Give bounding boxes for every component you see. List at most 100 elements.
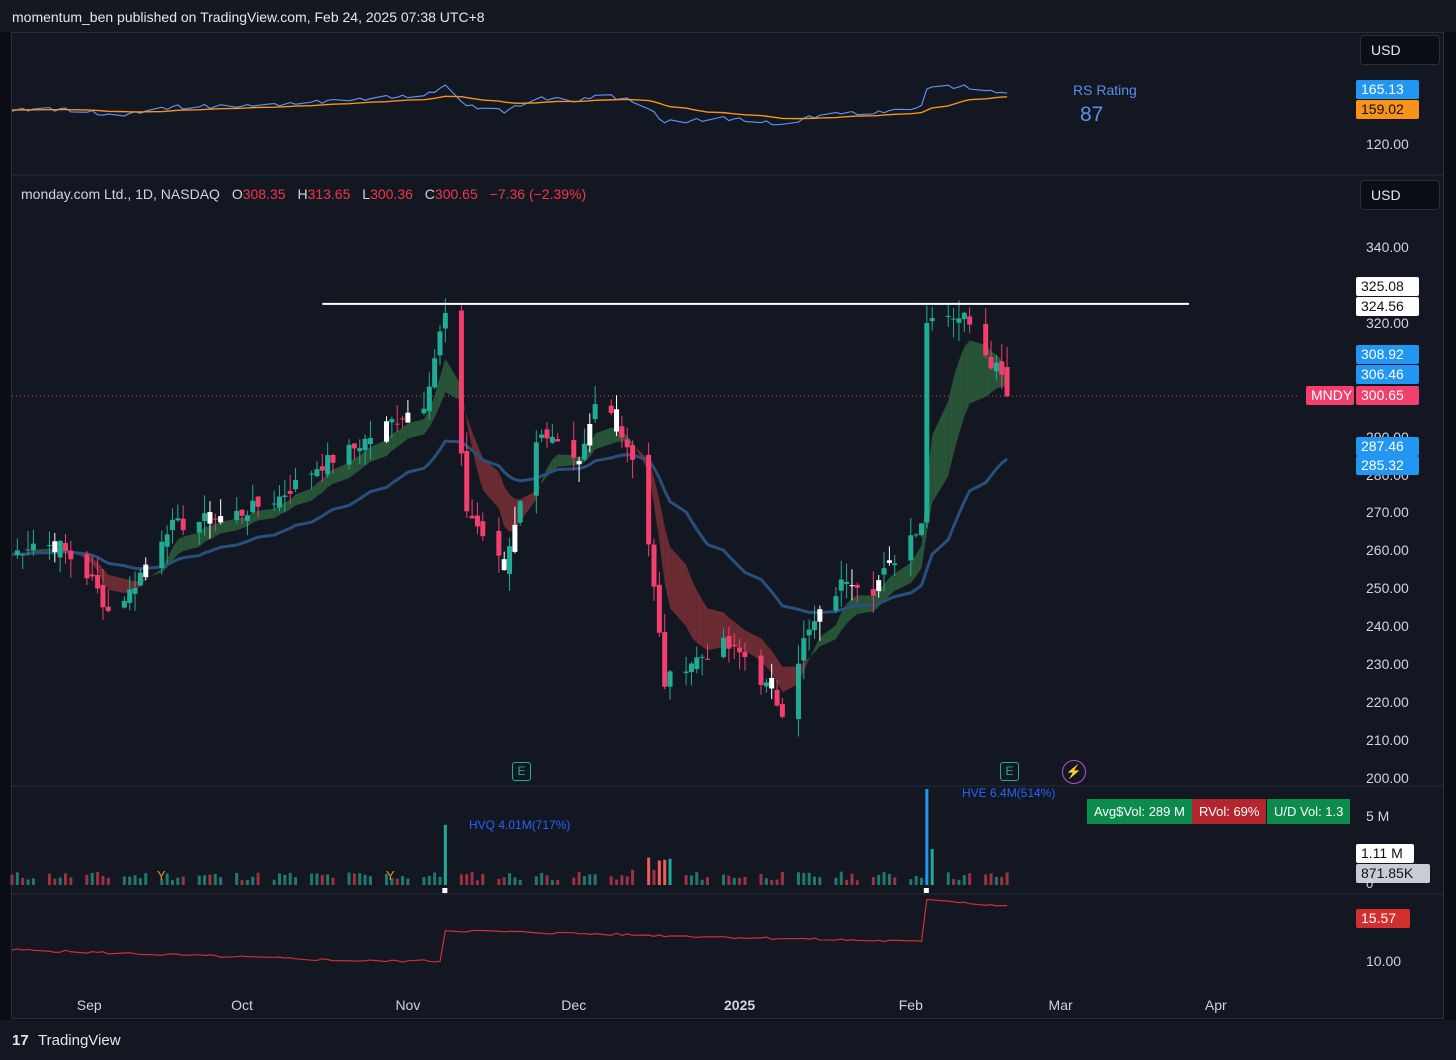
currency-button-rs[interactable]: USD [1360,35,1440,65]
ema-band-segment [664,526,671,609]
candle-body [319,466,325,471]
volume-bar [465,874,469,885]
rs-orange-tag: 159.02 [1356,100,1419,119]
candle-body [721,637,727,657]
candle-body [555,439,561,442]
symbol-name[interactable]: monday.com Ltd., 1D, NASDAQ [21,186,220,202]
ema-band-segment [498,471,505,527]
ema-band-segment [295,488,312,506]
earnings-marker-nov[interactable]: E [512,762,531,781]
lightning-icon[interactable]: ⚡ [1062,760,1086,784]
volume-bar [764,878,768,885]
time-axis-label: Dec [561,997,587,1013]
candle-body [870,589,876,596]
volume-bar [176,877,180,885]
volume-bar [1000,876,1004,885]
earnings-marker-feb[interactable]: E [1000,762,1019,781]
candle-body [389,419,395,423]
bottom-indicator-line [11,898,1008,963]
candle-body [608,405,614,414]
tradingview-brand[interactable]: TradingView [38,1032,121,1049]
ema-band-segment [552,454,558,471]
candle-body [239,509,245,516]
candle-body [362,438,368,451]
volume-bar [689,875,693,885]
candle-body [699,656,705,658]
rs-rating-value: 87 [1080,103,1104,126]
candle-body [293,480,299,490]
ema-band-segment [766,644,772,673]
volume-bar [272,879,276,885]
volume-bar [85,874,89,885]
candle-body [330,455,336,463]
ema-band-segment [429,395,435,428]
relative-volume-badge: RVol: 69% [1192,799,1267,824]
price-axis-tick: 260.00 [1366,542,1409,559]
candle-body [967,316,973,325]
volume-bar [534,876,538,885]
volume-bar [283,874,287,885]
candle-body [426,386,432,412]
candle-body [833,596,839,611]
candle-body [731,644,737,646]
candlestick-series [14,298,1010,737]
ema-band-segment [33,548,50,552]
candle-body [705,658,710,660]
candle-body [908,535,914,561]
ema-band-segment [177,536,184,555]
candle-body [212,518,218,520]
candle-body [592,404,598,420]
ema-band-segment [215,521,221,537]
chart-frame[interactable] [11,32,1444,1019]
time-axis-label: Nov [395,997,421,1013]
volume-bar [839,871,843,885]
volume-bar [133,875,137,885]
price-tag-blue-4: 285.32 [1356,456,1419,475]
volume-bar [427,875,431,885]
volume-bar [326,874,330,885]
time-axis-label: Oct [231,997,253,1013]
volume-bar [171,880,174,885]
volume-bar [631,869,635,885]
publish-header: momentum_ben published on TradingView.co… [0,0,1456,32]
candle-body [801,638,807,661]
candle-body [63,542,68,551]
ema-band-segment [835,612,842,640]
volume-bar [363,874,367,885]
volume-bar [909,879,913,885]
price-axis-tick: 240.00 [1366,618,1409,635]
bottom-indicator-line-path [11,898,1008,963]
candle-body [683,671,689,673]
volume-bar [556,879,560,885]
rs-line [11,84,1008,126]
time-axis-label: Mar [1048,997,1073,1013]
volume-bar [620,875,624,885]
price-axis-tick: 320.00 [1366,314,1409,331]
ema-band-segment [916,545,922,577]
candle-body [137,572,143,586]
volume-marker [923,888,929,893]
ema-band-segment [739,625,745,651]
volume-bar [320,875,324,885]
currency-button-main[interactable]: USD [1360,180,1440,210]
publish-info: momentum_ben published on TradingView.co… [12,9,485,25]
candle-body [929,318,935,322]
ema-band-segment [247,512,253,527]
ema-band-segment [504,485,510,532]
candle-body [100,584,106,608]
volume-bar [208,874,212,885]
candle-body [956,318,962,323]
candle-body [180,518,186,531]
close-label: C [424,186,435,202]
volume-bar [181,876,185,885]
volume-bar [69,877,73,885]
volume-bar [90,872,94,885]
volume-bar [481,874,485,885]
candle-body [913,534,919,536]
candle-body [630,444,636,460]
volume-bar [855,880,859,885]
volume-bar [497,878,501,885]
close-value: 300.65 [434,186,478,202]
volume-bar [358,873,362,885]
